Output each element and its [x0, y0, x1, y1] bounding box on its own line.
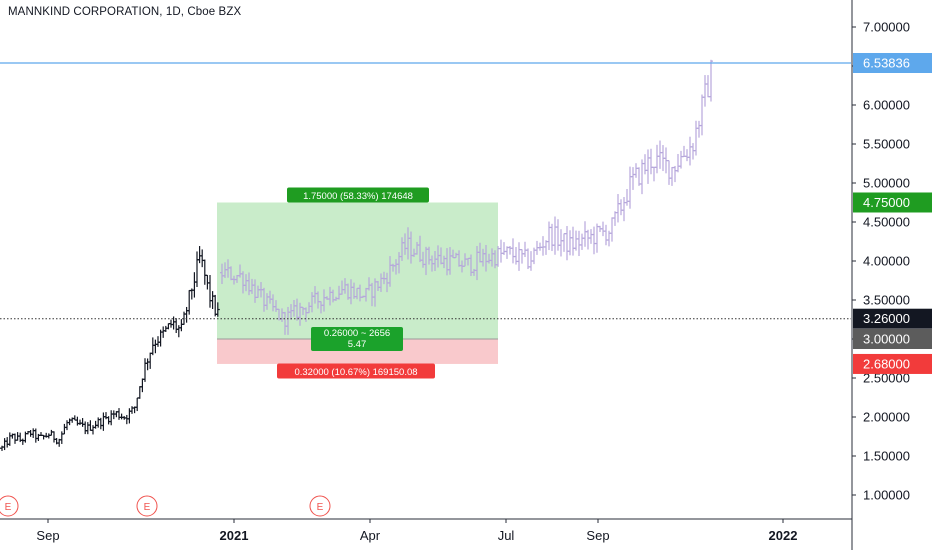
stop-price-tag-bg: [853, 353, 932, 374]
x-tick-label: Sep: [36, 528, 59, 543]
y-tick-label: 1.50000: [863, 448, 910, 463]
stop-label-bg: [277, 363, 435, 379]
target-label-bg: [287, 187, 429, 203]
entry-label-bg: [311, 327, 403, 351]
entry-price-tag-bg: [853, 328, 932, 349]
x-tick-label: 2022: [769, 528, 798, 543]
earnings-marker: [0, 495, 19, 517]
chart-title: MANNKIND CORPORATION, 1D, Cboe BZX: [8, 6, 242, 18]
y-tick-label: 4.00000: [863, 253, 910, 268]
target-price-tag: 4.75000: [863, 195, 910, 210]
earnings-marker: [136, 495, 158, 517]
x-tick-label: 2021: [220, 528, 249, 543]
x-tick-label: Apr: [360, 528, 381, 543]
entry-price-tag: 3.00000: [863, 331, 910, 346]
y-tick-label: 2.50000: [863, 370, 910, 385]
target-label: 1.75000 (58.33%) 174648: [303, 191, 413, 202]
y-tick-label: 5.00000: [863, 175, 910, 190]
stop-price-tag: 2.68000: [863, 356, 910, 371]
y-tick-label: 2.00000: [863, 409, 910, 424]
top-line-price-tag-bg: [853, 53, 932, 73]
stop-label: 0.32000 (10.67%) 169150.08: [294, 367, 417, 378]
y-tick-label: 3.50000: [863, 292, 910, 307]
entry-label-line1: 0.26000 ~ 2656: [324, 328, 390, 339]
y-tick-label: 6.00000: [863, 97, 910, 112]
target-zone: [217, 202, 498, 339]
current-price-tag-bg: [853, 308, 932, 329]
y-tick-label: 4.50000: [863, 214, 910, 229]
earnings-marker: [309, 495, 331, 517]
top-line-price-tag: 6.53836: [863, 56, 910, 71]
y-tick-label: 1.00000: [863, 487, 910, 502]
earnings-marker-label: E: [317, 502, 324, 513]
axis-corner: [852, 519, 932, 550]
x-tick-label: Jul: [498, 528, 515, 543]
earnings-marker-label: E: [5, 502, 12, 513]
current-price-tag: 3.26000: [863, 311, 910, 326]
entry-label-line2: 5.47: [348, 339, 367, 350]
target-price-tag-bg: [853, 192, 932, 213]
x-tick-label: Sep: [586, 528, 609, 543]
y-tick-label: 7.00000: [863, 19, 910, 34]
earnings-marker-label: E: [144, 502, 151, 513]
y-tick-label: 5.50000: [863, 136, 910, 151]
